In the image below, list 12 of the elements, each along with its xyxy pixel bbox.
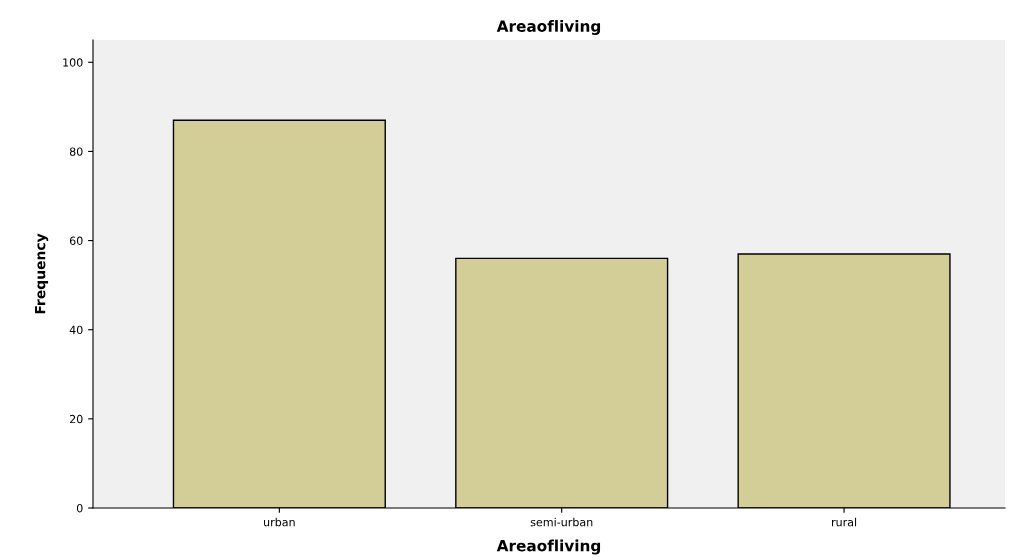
y-tick-label: 60	[69, 236, 83, 245]
y-tick-label: 20	[69, 414, 83, 424]
x-tick-label: urban	[264, 517, 295, 527]
y-axis-title: Frequency	[35, 233, 49, 314]
y-tick-label: 0	[76, 503, 83, 513]
y-tick-label: 100	[63, 58, 83, 67]
chart-title: Areaofliving	[496, 20, 601, 35]
x-tick-label: rural	[832, 517, 857, 527]
x-axis-title: Areaofliving	[496, 539, 601, 555]
x-tick-label: semi-urban	[530, 517, 593, 527]
y-tick-label: 40	[69, 325, 83, 335]
y-tick-label: 80	[69, 147, 83, 156]
